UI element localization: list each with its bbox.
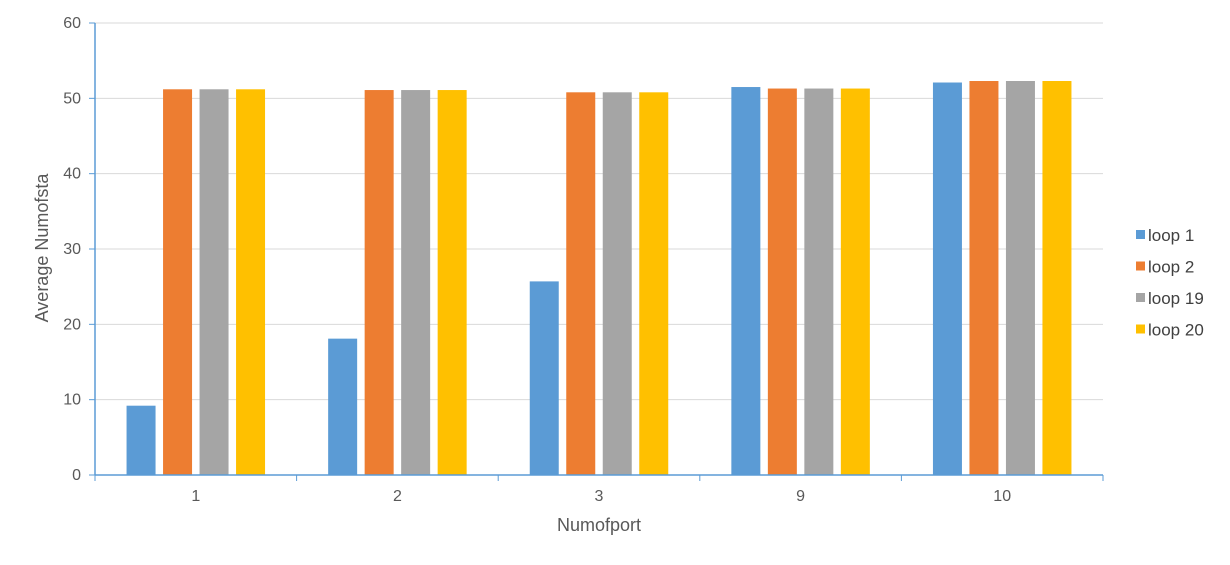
bar-loop-1-cat-9 <box>731 87 761 476</box>
bar-loop-1-cat-3 <box>529 281 559 475</box>
y-tick-label: 40 <box>63 166 81 183</box>
y-tick-label: 30 <box>63 241 81 258</box>
bar-loop-20-cat-10 <box>1042 81 1072 476</box>
axes <box>89 22 1104 481</box>
bar-loop-19-cat-1 <box>199 89 229 475</box>
legend-swatch <box>1136 324 1145 334</box>
y-tick-labels: 0 10 20 30 40 50 60 <box>63 15 81 484</box>
x-tick-labels: 1 2 3 9 10 <box>191 488 1011 505</box>
x-tick-label: 10 <box>993 488 1011 505</box>
x-tick-label: 2 <box>393 488 402 505</box>
legend-label: loop 2 <box>1148 258 1194 277</box>
y-tick-label: 10 <box>63 392 81 409</box>
legend: loop 1 loop 2 loop 19 loop 20 <box>1136 226 1204 340</box>
bar-loop-1-cat-10 <box>932 82 962 475</box>
legend-label: loop 20 <box>1148 321 1204 340</box>
y-tick-label: 20 <box>63 316 81 333</box>
legend-swatch <box>1136 230 1145 239</box>
legend-swatch <box>1136 293 1145 302</box>
bars <box>126 81 1072 476</box>
legend-label: loop 1 <box>1148 226 1194 245</box>
bar-loop-2-cat-1 <box>163 89 193 475</box>
bar-loop-20-cat-9 <box>840 88 870 475</box>
x-tick-label: 9 <box>796 488 805 505</box>
x-axis-title: Numofport <box>557 515 641 535</box>
legend-label: loop 19 <box>1148 289 1204 308</box>
bar-loop-1-cat-2 <box>328 338 358 475</box>
y-tick-label: 0 <box>72 467 81 484</box>
x-tick-label: 1 <box>191 488 200 505</box>
bar-loop-2-cat-9 <box>767 88 797 475</box>
bar-loop-20-cat-2 <box>437 90 467 476</box>
bar-loop-19-cat-3 <box>602 92 632 475</box>
y-axis-title: Average Numofsta <box>32 173 52 323</box>
bar-loop-2-cat-10 <box>969 81 999 476</box>
bar-loop-19-cat-2 <box>401 90 431 476</box>
bar-loop-2-cat-2 <box>364 90 394 476</box>
y-tick-label: 60 <box>63 15 81 32</box>
bar-loop-2-cat-3 <box>566 92 596 475</box>
bar-loop-19-cat-9 <box>804 88 834 475</box>
legend-swatch <box>1136 261 1145 271</box>
bar-loop-20-cat-3 <box>639 92 669 475</box>
bar-loop-1-cat-1 <box>126 405 156 475</box>
bar-loop-20-cat-1 <box>236 89 266 475</box>
y-tick-label: 50 <box>63 90 81 107</box>
x-tick-label: 3 <box>595 488 604 505</box>
bar-loop-19-cat-10 <box>1005 81 1035 476</box>
